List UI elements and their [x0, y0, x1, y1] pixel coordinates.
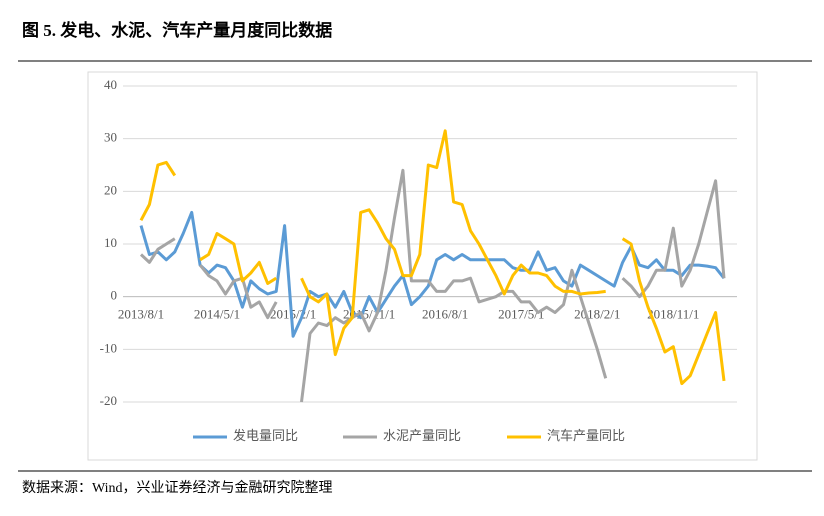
- y-tick-label: -10: [100, 340, 117, 355]
- x-tick-label: 2016/8/1: [422, 307, 468, 322]
- series-line: [139, 129, 726, 386]
- y-tick-label: 40: [104, 77, 117, 92]
- y-tick-label: 10: [104, 235, 117, 250]
- legend-label: 汽车产量同比: [547, 428, 625, 443]
- x-tick-label: 2014/5/1: [194, 307, 240, 322]
- x-tick-label: 2018/11/1: [647, 307, 699, 322]
- x-tick-label: 2013/8/1: [118, 307, 164, 322]
- y-tick-label: 0: [111, 288, 118, 303]
- series-line: [139, 168, 726, 403]
- y-tick-label: -20: [100, 393, 117, 408]
- series-line: [139, 210, 726, 338]
- y-tick-label: 30: [104, 130, 117, 145]
- legend-label: 水泥产量同比: [383, 428, 461, 443]
- x-tick-label: 2017/5/1: [498, 307, 544, 322]
- legend-label: 发电量同比: [233, 428, 298, 443]
- y-tick-label: 20: [104, 182, 117, 197]
- x-tick-label: 2015/11/1: [343, 307, 395, 322]
- chart-title: 图 5. 发电、水泥、汽车产量月度同比数据: [22, 20, 332, 40]
- x-tick-label: 2018/2/1: [574, 307, 620, 322]
- plot-frame: [87, 71, 758, 461]
- source: 数据来源：Wind，兴业证券经济与金融研究院整理: [22, 480, 333, 496]
